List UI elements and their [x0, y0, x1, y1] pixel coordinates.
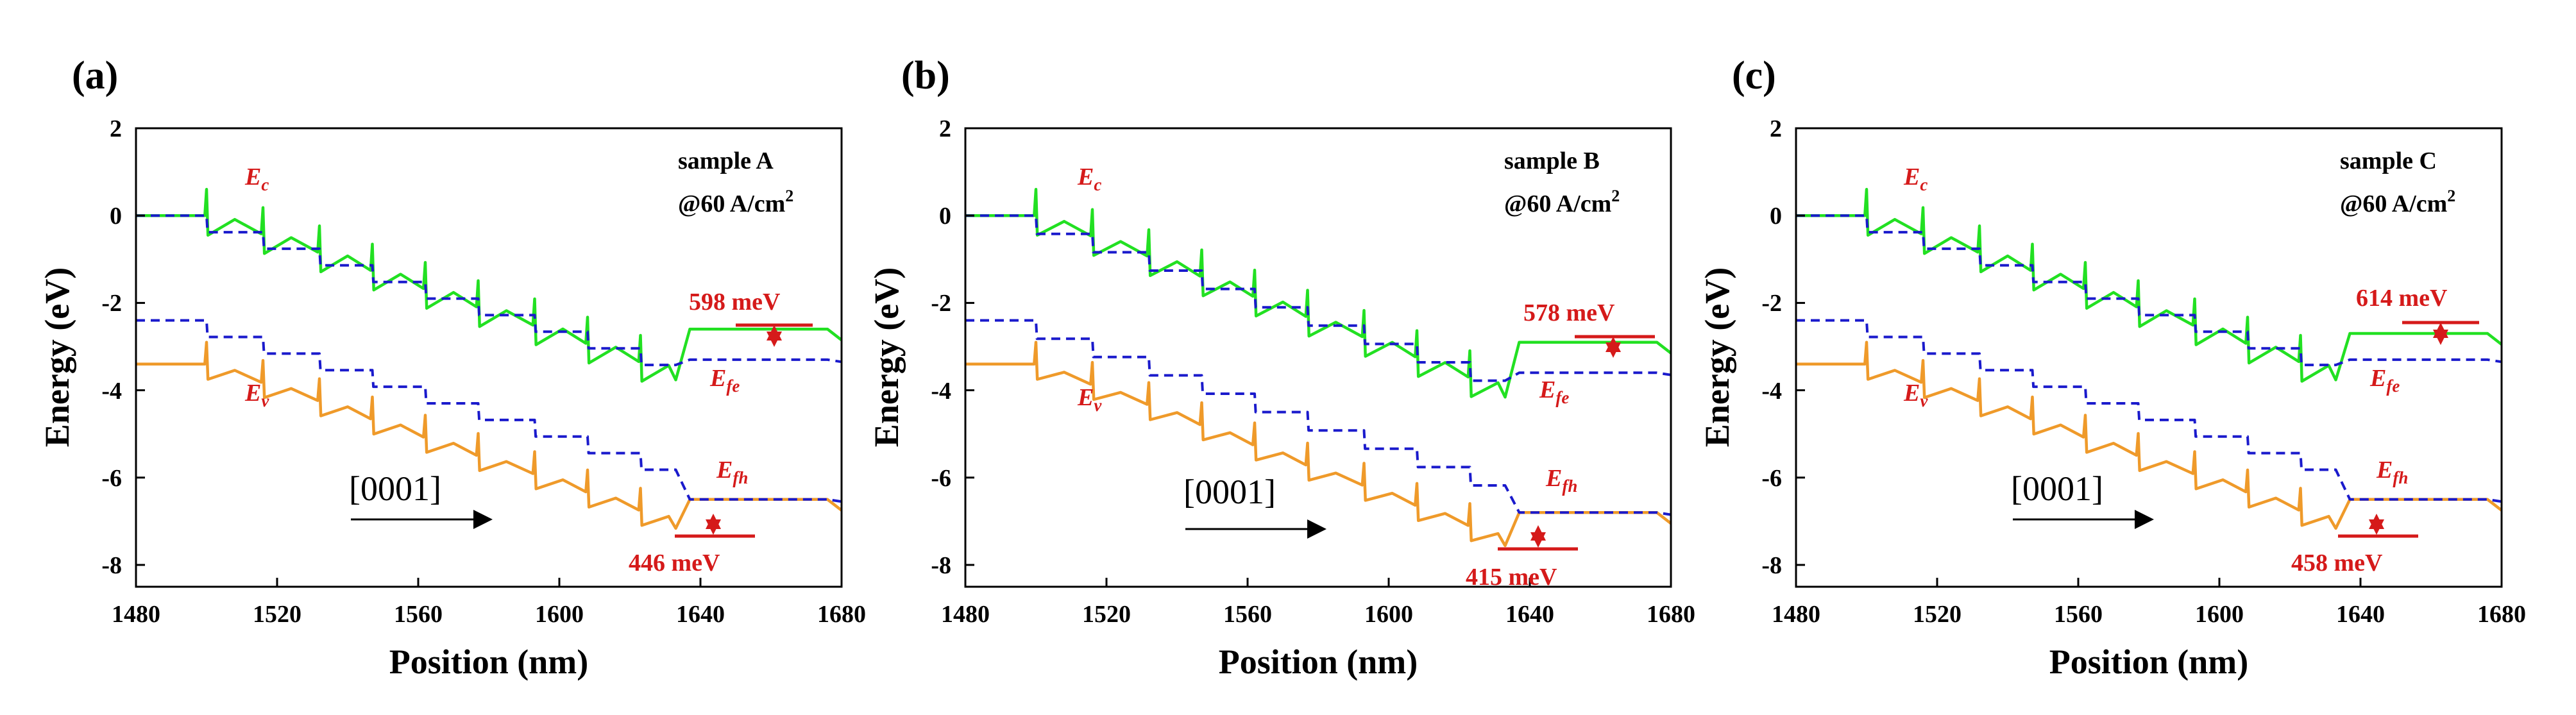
y-tick-label: -2 — [101, 290, 122, 317]
current-density-label: @60 A/cm2 — [1504, 187, 1620, 217]
y-tick-label: 0 — [110, 203, 122, 230]
efh-label: Efh — [2376, 457, 2408, 487]
ec-label: Ec — [244, 164, 269, 194]
x-tick-label: 1520 — [1082, 601, 1131, 628]
ec-label: Ec — [1903, 164, 1928, 194]
x-tick-label: 1560 — [394, 601, 443, 628]
band-curves — [136, 188, 843, 530]
x-axis-title: Position (nm) — [1219, 643, 1418, 681]
y-tick-label: -8 — [931, 552, 951, 579]
y-tick-label: -4 — [101, 378, 122, 405]
x-tick-label: 1600 — [2195, 601, 2244, 628]
panel-a: (a) 1480 1520 1560 1600 1640 1680 2 0 -2… — [38, 54, 866, 681]
x-tick-label: 1680 — [817, 601, 866, 628]
series-efh-line — [965, 319, 1672, 516]
plot-frame — [135, 127, 843, 588]
series-ec-line — [965, 188, 1672, 399]
electron-offset-label: 598 meV — [689, 289, 781, 315]
series-efh-line — [136, 319, 842, 503]
x-axis-title: Position (nm) — [389, 643, 589, 681]
axis-ticks — [1795, 127, 2503, 587]
y-axis-title: Energy (eV) — [38, 267, 76, 447]
series-ec-line — [136, 188, 843, 383]
efe-label: Efe — [1539, 376, 1569, 407]
axis-ticks — [964, 127, 1672, 587]
current-density-exponent: 2 — [1611, 187, 1620, 205]
series-ev-line — [1796, 341, 2503, 530]
y-tick-label: -8 — [1761, 552, 1782, 579]
panel-c: (c) 1480 1520 1560 1600 1640 1680 2 0 -2… — [1698, 54, 2526, 681]
panel-label: (c) — [1732, 54, 1776, 97]
hole-offset-label: 458 meV — [2291, 550, 2383, 576]
panel-b: (b) 1480 1520 1560 1600 1640 1680 2 0 -2… — [867, 54, 1695, 681]
hole-offset-label: 446 meV — [629, 550, 720, 576]
x-tick-label: 1600 — [535, 601, 584, 628]
efh-label: Efh — [1545, 465, 1577, 496]
electron-offset-label: 578 meV — [1523, 299, 1615, 326]
growth-direction-label: [0001] — [2011, 469, 2103, 508]
y-tick-label: -4 — [1761, 378, 1782, 405]
x-tick-label: 1480 — [941, 601, 990, 628]
sample-label: sample C — [2340, 147, 2437, 174]
y-tick-label: 2 — [110, 115, 122, 142]
y-tick-label: -6 — [1761, 465, 1782, 492]
sample-label: sample A — [678, 147, 774, 174]
axis-ticks — [135, 127, 843, 587]
y-axis-title: Energy (eV) — [867, 267, 906, 447]
efh-label: Efh — [716, 457, 748, 487]
series-ev-line — [965, 341, 1672, 548]
efe-label: Efe — [709, 365, 740, 396]
band-curves — [1796, 188, 2503, 530]
x-tick-label: 1640 — [1505, 601, 1554, 628]
current-density-label: @60 A/cm2 — [2340, 187, 2455, 217]
plot-frame — [964, 127, 1672, 588]
ec-label: Ec — [1077, 164, 1101, 194]
y-tick-label: -6 — [931, 465, 951, 492]
ev-label: Ev — [244, 380, 269, 410]
current-density-label: @60 A/cm2 — [678, 187, 793, 217]
band-curves — [965, 188, 1672, 548]
ev-label: Ev — [1077, 384, 1102, 415]
growth-direction-label: [0001] — [1183, 473, 1276, 511]
current-density-exponent: 2 — [785, 187, 793, 205]
ev-label: Ev — [1903, 380, 1928, 410]
x-tick-label: 1480 — [1772, 601, 1820, 628]
electron-offset-label: 614 meV — [2356, 285, 2448, 312]
x-tick-label: 1640 — [2336, 601, 2385, 628]
x-tick-label: 1680 — [2477, 601, 2526, 628]
series-ev-line — [136, 341, 843, 530]
y-tick-label: -2 — [931, 290, 951, 317]
y-tick-label: 0 — [1770, 203, 1782, 230]
series-efh-line — [1796, 319, 2502, 503]
y-tick-label: 2 — [1770, 115, 1782, 142]
plot-frame — [1795, 127, 2503, 588]
series-efe-line — [136, 214, 842, 367]
y-axis-title: Energy (eV) — [1698, 267, 1736, 447]
series-efe-line — [965, 214, 1672, 382]
x-tick-label: 1680 — [1647, 601, 1695, 628]
y-tick-label: -2 — [1761, 290, 1782, 317]
y-tick-label: 0 — [939, 203, 951, 230]
current-density-exponent: 2 — [2447, 187, 2455, 205]
x-tick-label: 1480 — [112, 601, 160, 628]
panel-label: (a) — [72, 54, 118, 97]
efe-label: Efe — [2369, 365, 2400, 396]
hole-offset-label: 415 meV — [1466, 564, 1557, 591]
y-tick-label: -4 — [931, 378, 951, 405]
y-tick-label: 2 — [939, 115, 951, 142]
x-tick-label: 1560 — [2054, 601, 2103, 628]
y-tick-label: -6 — [101, 465, 122, 492]
x-axis-title: Position (nm) — [2049, 643, 2249, 681]
x-tick-label: 1520 — [253, 601, 301, 628]
series-efe-line — [1796, 214, 2502, 367]
y-tick-label: -8 — [101, 552, 122, 579]
x-tick-label: 1640 — [676, 601, 725, 628]
x-tick-label: 1600 — [1364, 601, 1413, 628]
panel-label: (b) — [901, 54, 950, 97]
sample-label: sample B — [1504, 147, 1600, 174]
x-tick-label: 1520 — [1913, 601, 1962, 628]
growth-direction-label: [0001] — [349, 469, 441, 508]
x-tick-label: 1560 — [1223, 601, 1272, 628]
